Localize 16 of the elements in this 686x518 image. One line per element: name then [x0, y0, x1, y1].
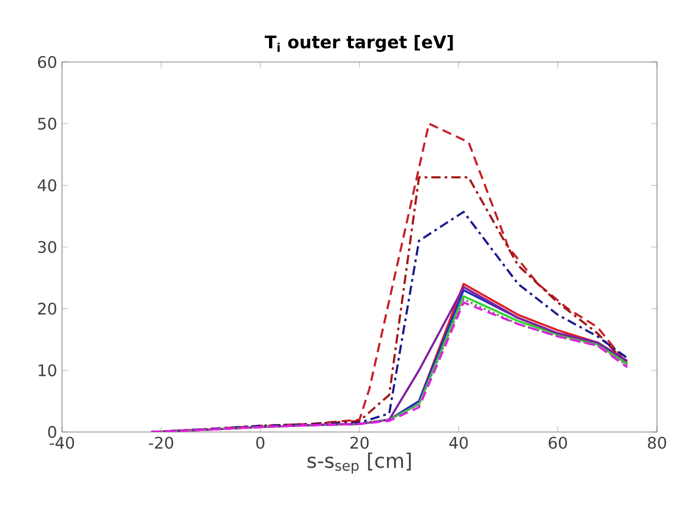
y-tick-label: 0	[48, 426, 56, 438]
x-tick-label: 0	[256, 436, 264, 449]
y-tick-label: 10	[38, 364, 56, 376]
y-tick-label: 50	[38, 118, 56, 130]
x-axis-title: s-s$_{sep}$ [cm]	[308, 452, 411, 474]
x-tick-label: -20	[148, 436, 174, 449]
y-tick-label: 30	[38, 240, 56, 254]
chart-title: T$_{i}$ outer target [eV]	[264, 35, 453, 52]
x-tick-label: 20	[350, 436, 369, 449]
x-tick-label: -40	[50, 436, 74, 449]
x-tick-label: 40	[449, 436, 468, 449]
y-tick-label: 20	[38, 302, 56, 315]
y-tick-label: 60	[38, 56, 56, 68]
y-tick-label: 40	[38, 179, 56, 192]
x-tick-label: 60	[548, 436, 567, 449]
x-tick-label: 80	[648, 436, 666, 449]
